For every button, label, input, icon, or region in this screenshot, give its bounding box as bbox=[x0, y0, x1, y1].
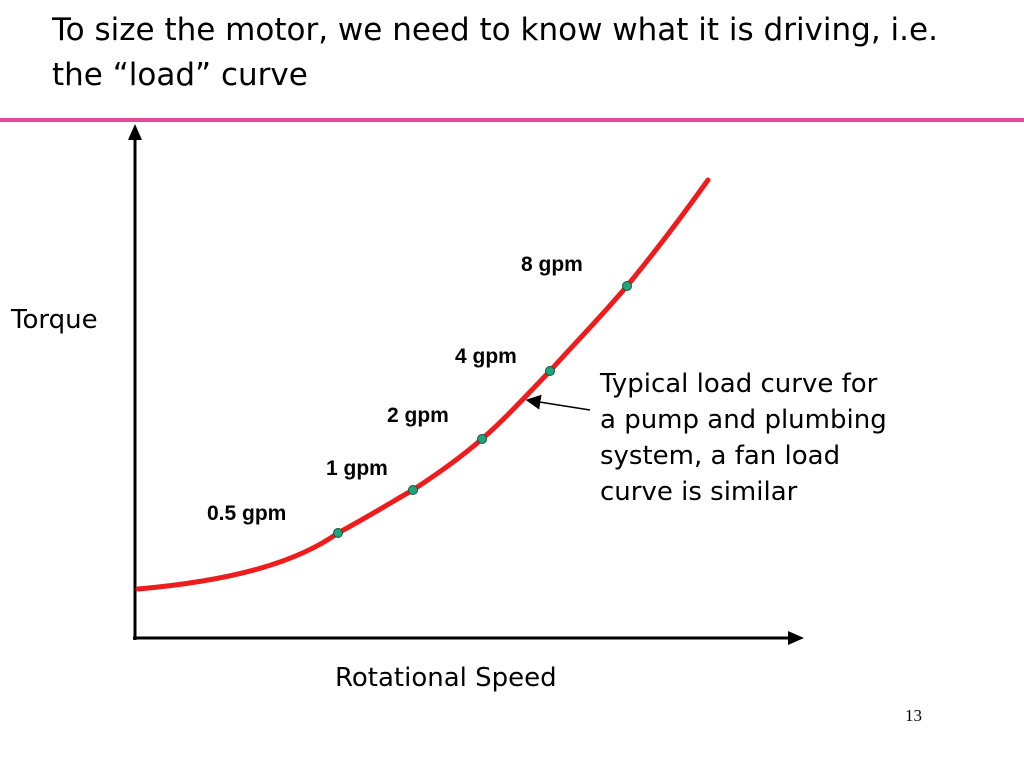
operating-point-4-gpm bbox=[545, 366, 555, 376]
point-label-0-5-gpm: 0.5 gpm bbox=[207, 502, 286, 525]
slide-title: To size the motor, we need to know what … bbox=[52, 12, 938, 93]
point-label-4-gpm: 4 gpm bbox=[455, 345, 517, 368]
operating-point-2-gpm bbox=[477, 434, 487, 444]
operating-point-1-gpm bbox=[408, 485, 418, 495]
point-label-2-gpm: 2 gpm bbox=[387, 404, 449, 427]
operating-point-8-gpm bbox=[622, 281, 632, 291]
operating-points bbox=[333, 281, 632, 538]
title-divider bbox=[0, 118, 1024, 122]
x-axis-arrow bbox=[788, 631, 804, 645]
y-axis-label: Torque bbox=[10, 305, 98, 335]
load-curve-annotation: Typical load curve for a pump and plumbi… bbox=[600, 369, 887, 507]
page-number: 13 bbox=[905, 706, 922, 725]
y-axis-arrow bbox=[128, 124, 142, 140]
point-label-1-gpm: 1 gpm bbox=[326, 457, 388, 480]
operating-point-0-5-gpm bbox=[333, 528, 343, 538]
point-label-8-gpm: 8 gpm bbox=[521, 253, 583, 276]
x-axis-label: Rotational Speed bbox=[335, 663, 557, 693]
annotation-arrow bbox=[525, 394, 591, 411]
